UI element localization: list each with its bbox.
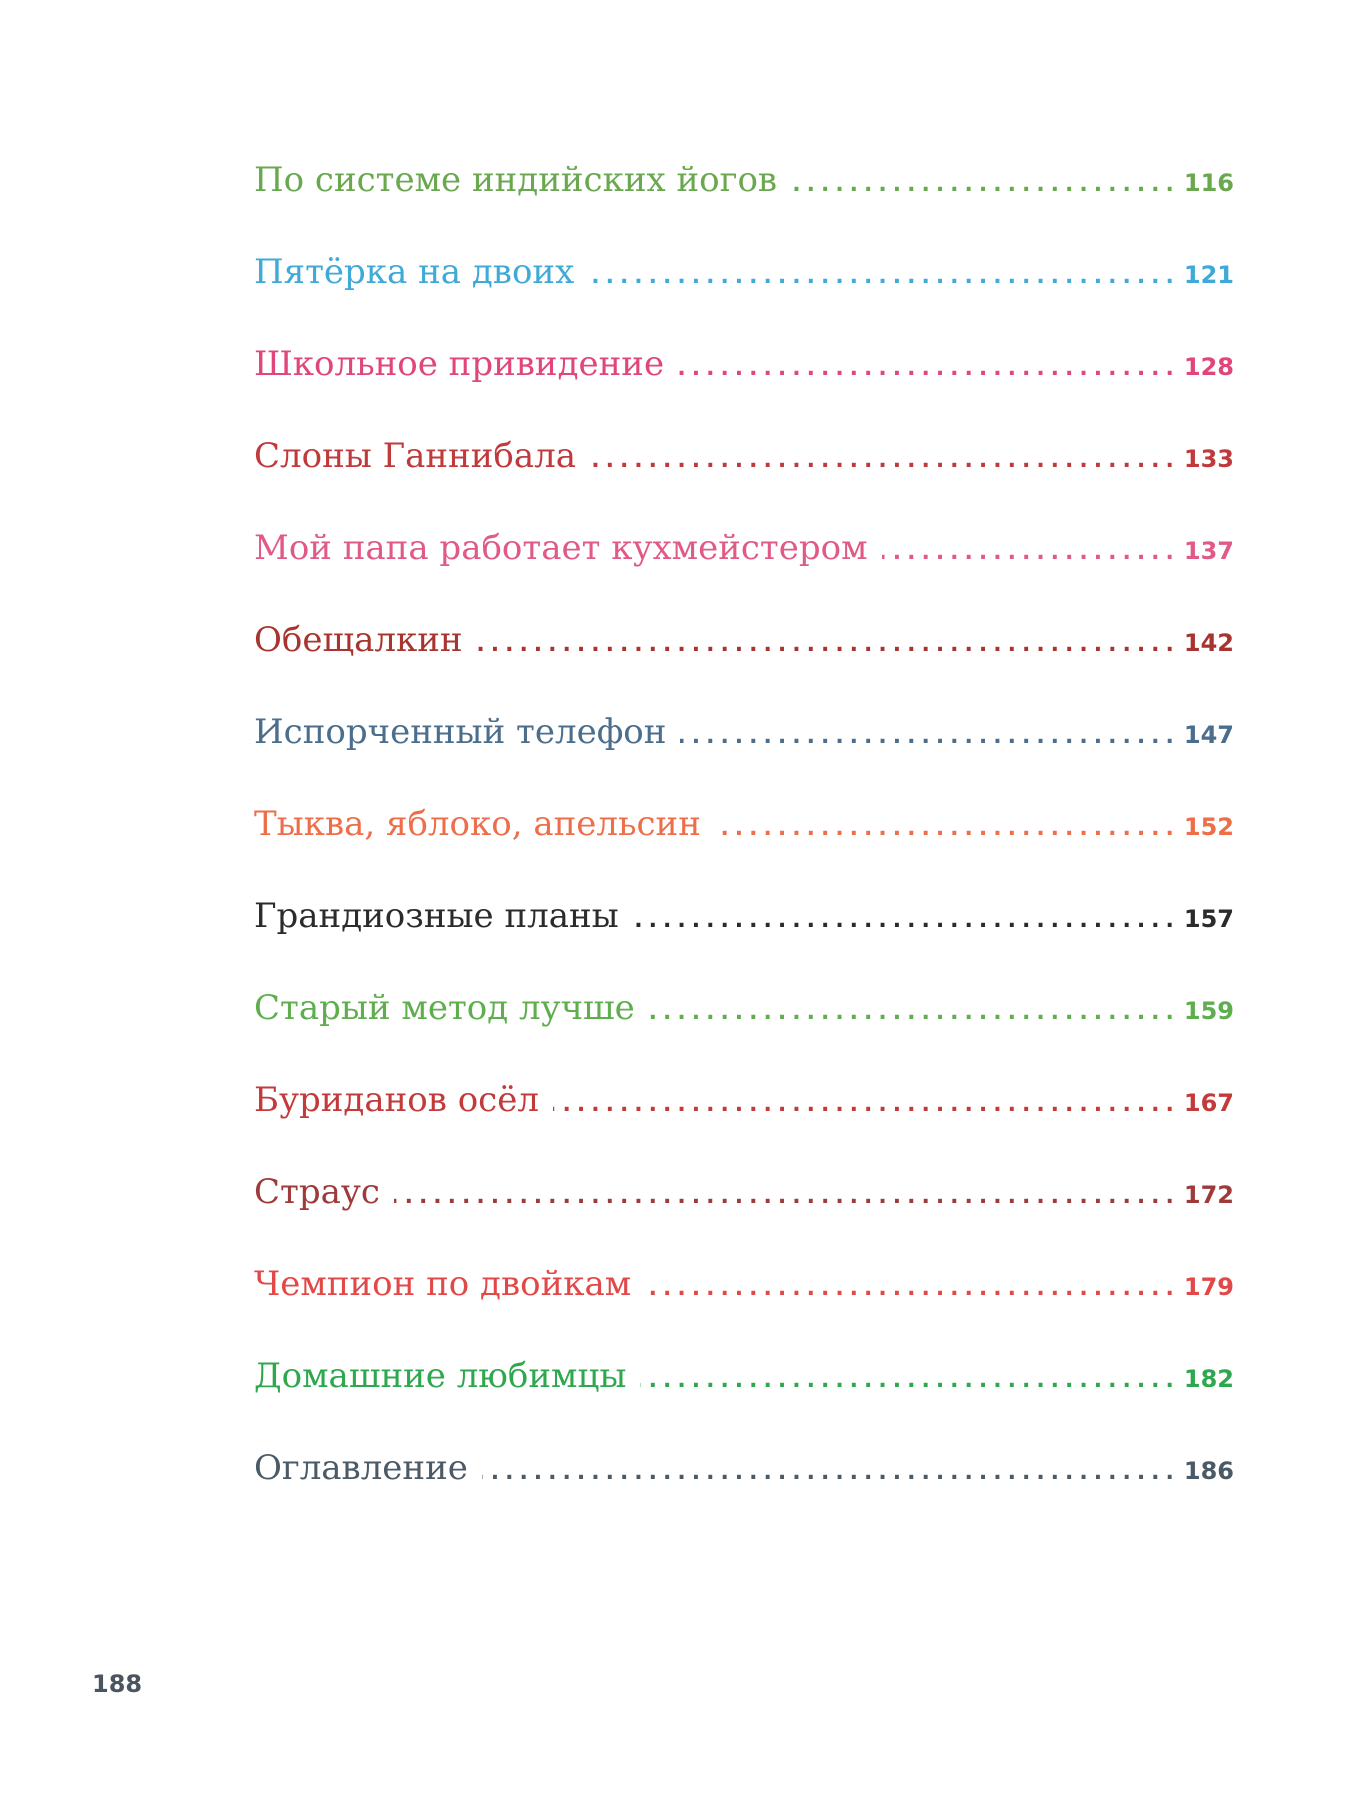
toc-entry-page: 179 (1183, 1273, 1234, 1301)
toc-entry: Испорченный телефон ....................… (254, 712, 1234, 804)
toc-entry-page: 137 (1183, 537, 1234, 565)
toc-entry: Чемпион по двойкам .....................… (254, 1264, 1234, 1356)
toc-entry: Страус .................................… (254, 1172, 1234, 1264)
toc-entry-page: 157 (1183, 905, 1234, 933)
dot-leader: ........................................… (680, 724, 1180, 749)
toc-entry: Оглавление .............................… (254, 1448, 1234, 1540)
toc-entry-title: Школьное привидение (254, 344, 665, 384)
table-of-contents: По системе индийских йогов .............… (254, 160, 1234, 1540)
toc-entry-title: Домашние любимцы (254, 1356, 627, 1396)
dot-leader: ........................................… (791, 172, 1180, 197)
toc-entry-title: Обещалкин (254, 620, 463, 660)
toc-entry-page: 142 (1183, 629, 1234, 657)
dot-leader: ........................................… (476, 632, 1180, 657)
toc-entry: Буриданов осёл .........................… (254, 1080, 1234, 1172)
dot-leader: ........................................… (645, 1276, 1180, 1301)
dot-leader: ........................................… (648, 1000, 1180, 1025)
toc-entry-title: Чемпион по двойкам (254, 1264, 632, 1304)
toc-entry: Старый метод лучше .....................… (254, 988, 1234, 1080)
toc-entry: Слоны Ганнибала ........................… (254, 436, 1234, 528)
toc-entry: Школьное привидение ....................… (254, 344, 1234, 436)
toc-entry-page: 121 (1183, 261, 1234, 289)
toc-entry-title: Оглавление (254, 1448, 468, 1488)
toc-entry: По системе индийских йогов .............… (254, 160, 1234, 252)
dot-leader: ........................................… (640, 1368, 1180, 1393)
toc-entry: Домашние любимцы .......................… (254, 1356, 1234, 1448)
toc-entry-page: 147 (1183, 721, 1234, 749)
toc-entry-page: 159 (1183, 997, 1234, 1025)
toc-entry-page: 182 (1183, 1365, 1234, 1393)
toc-entry-page: 128 (1183, 353, 1234, 381)
dot-leader: ........................................… (552, 1092, 1180, 1117)
toc-entry-title: Тыква, яблоко, апельсин (254, 804, 701, 844)
toc-entry-page: 133 (1183, 445, 1234, 473)
toc-entry-title: Грандиозные планы (254, 896, 619, 936)
toc-entry-page: 172 (1183, 1181, 1234, 1209)
toc-entry-title: По системе индийских йогов (254, 160, 778, 200)
dot-leader: ........................................… (393, 1184, 1180, 1209)
toc-entry-title: Слоны Ганнибала (254, 436, 576, 476)
dot-leader: ........................................… (588, 264, 1180, 289)
dot-leader: ........................................… (678, 356, 1180, 381)
toc-entry-title: Испорченный телефон (254, 712, 667, 752)
toc-entry: Пятёрка на двоих .......................… (254, 252, 1234, 344)
toc-entry-page: 116 (1183, 169, 1234, 197)
toc-entry: Грандиозные планы ......................… (254, 896, 1234, 988)
dot-leader: ........................................… (590, 448, 1180, 473)
toc-entry: Тыква, яблоко, апельсин ................… (254, 804, 1234, 896)
dot-leader: ........................................… (882, 540, 1180, 565)
toc-entry-title: Страус (254, 1172, 380, 1212)
toc-entry-title: Буриданов осёл (254, 1080, 539, 1120)
dot-leader: ........................................… (633, 908, 1180, 933)
page-number: 188 (92, 1670, 143, 1698)
toc-entry-title: Старый метод лучше (254, 988, 635, 1028)
toc-entry: Обещалкин ..............................… (254, 620, 1234, 712)
toc-entry: Мой папа работает кухмейстером .........… (254, 528, 1234, 620)
dot-leader: ........................................… (715, 816, 1180, 841)
toc-entry-page: 167 (1183, 1089, 1234, 1117)
toc-entry-page: 186 (1183, 1457, 1234, 1485)
toc-entry-title: Мой папа работает кухмейстером (254, 528, 868, 568)
toc-entry-page: 152 (1183, 813, 1234, 841)
toc-entry-title: Пятёрка на двоих (254, 252, 575, 292)
dot-leader: ........................................… (482, 1460, 1180, 1485)
